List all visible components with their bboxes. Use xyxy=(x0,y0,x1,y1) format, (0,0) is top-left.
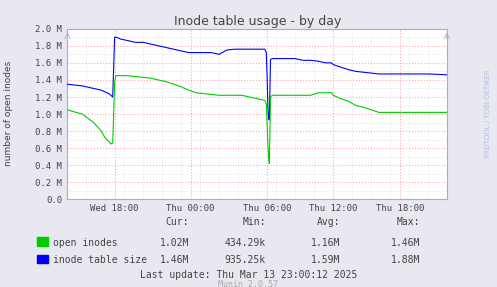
Text: 1.46M: 1.46M xyxy=(391,238,420,247)
Text: Min:: Min: xyxy=(243,217,266,227)
Text: Munin 2.0.57: Munin 2.0.57 xyxy=(219,280,278,287)
Text: Last update: Thu Mar 13 23:00:12 2025: Last update: Thu Mar 13 23:00:12 2025 xyxy=(140,270,357,280)
Text: 434.29k: 434.29k xyxy=(225,238,266,247)
Text: 1.88M: 1.88M xyxy=(391,255,420,265)
Text: 935.25k: 935.25k xyxy=(225,255,266,265)
Text: inode table size: inode table size xyxy=(53,255,147,265)
Text: open inodes: open inodes xyxy=(53,238,118,247)
Text: number of open inodes: number of open inodes xyxy=(4,61,13,166)
Text: RRDTOOL / TOBI OETIKER: RRDTOOL / TOBI OETIKER xyxy=(485,69,491,158)
Text: 1.59M: 1.59M xyxy=(311,255,340,265)
Text: 1.16M: 1.16M xyxy=(311,238,340,247)
Text: 1.02M: 1.02M xyxy=(160,238,189,247)
Text: 1.46M: 1.46M xyxy=(160,255,189,265)
Text: Max:: Max: xyxy=(397,217,420,227)
Text: Avg:: Avg: xyxy=(317,217,340,227)
Text: Cur:: Cur: xyxy=(166,217,189,227)
Title: Inode table usage - by day: Inode table usage - by day xyxy=(173,15,341,28)
